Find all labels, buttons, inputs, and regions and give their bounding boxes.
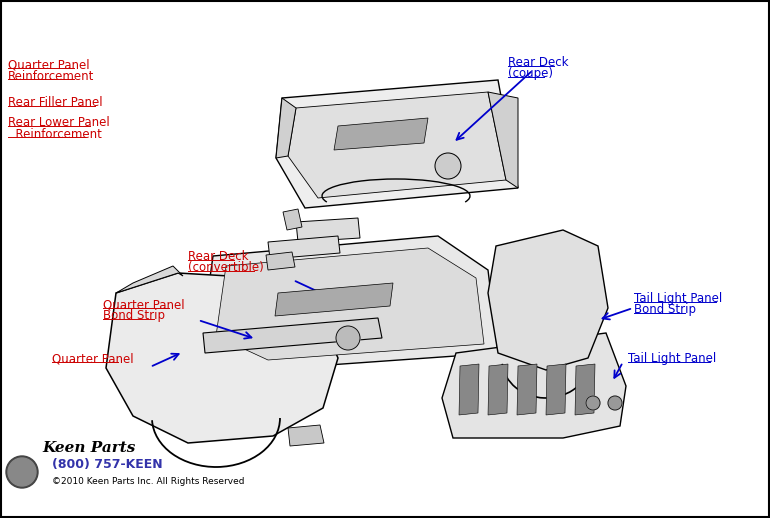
Text: Quarter Panel: Quarter Panel [52,352,134,365]
Text: Reinforcement: Reinforcement [8,127,102,140]
Polygon shape [276,80,518,208]
Text: Rear Deck: Rear Deck [508,56,568,69]
Polygon shape [296,218,360,242]
Text: Tail Light Panel: Tail Light Panel [634,292,722,305]
Polygon shape [442,333,626,438]
Polygon shape [288,92,506,198]
Text: (coupe): (coupe) [508,67,553,80]
Text: Bond Strip: Bond Strip [634,304,696,316]
Text: (800) 757-KEEN: (800) 757-KEEN [52,458,162,471]
Circle shape [336,326,360,350]
Polygon shape [116,266,183,293]
Text: Rear Filler Panel: Rear Filler Panel [8,96,102,109]
Polygon shape [203,236,498,370]
Text: Rear Lower Panel: Rear Lower Panel [8,116,110,129]
Polygon shape [283,209,302,230]
Polygon shape [517,364,537,415]
Polygon shape [546,364,566,415]
Polygon shape [488,230,608,370]
Polygon shape [288,425,324,446]
Polygon shape [575,364,595,415]
Text: Reinforcement: Reinforcement [8,69,95,82]
Circle shape [608,396,622,410]
Circle shape [6,456,38,488]
Text: Tail Light Panel: Tail Light Panel [628,352,716,365]
Text: Quarter Panel: Quarter Panel [103,298,185,311]
Polygon shape [488,364,508,415]
Polygon shape [275,283,393,316]
Polygon shape [268,236,340,259]
Circle shape [435,153,461,179]
Polygon shape [488,92,518,188]
Circle shape [8,458,36,486]
Circle shape [586,396,600,410]
Text: Quarter Panel: Quarter Panel [8,58,89,71]
Polygon shape [276,98,296,158]
Polygon shape [216,248,484,360]
Text: Keen Parts: Keen Parts [42,441,136,455]
Polygon shape [459,364,479,415]
Text: ©2010 Keen Parts Inc. All Rights Reserved: ©2010 Keen Parts Inc. All Rights Reserve… [52,477,245,486]
Text: Bond Strip: Bond Strip [103,309,165,323]
Text: (convertible): (convertible) [188,262,264,275]
Polygon shape [334,118,428,150]
Polygon shape [203,318,382,353]
Polygon shape [106,273,338,443]
Polygon shape [266,252,295,270]
Text: Rear Deck: Rear Deck [188,250,249,263]
